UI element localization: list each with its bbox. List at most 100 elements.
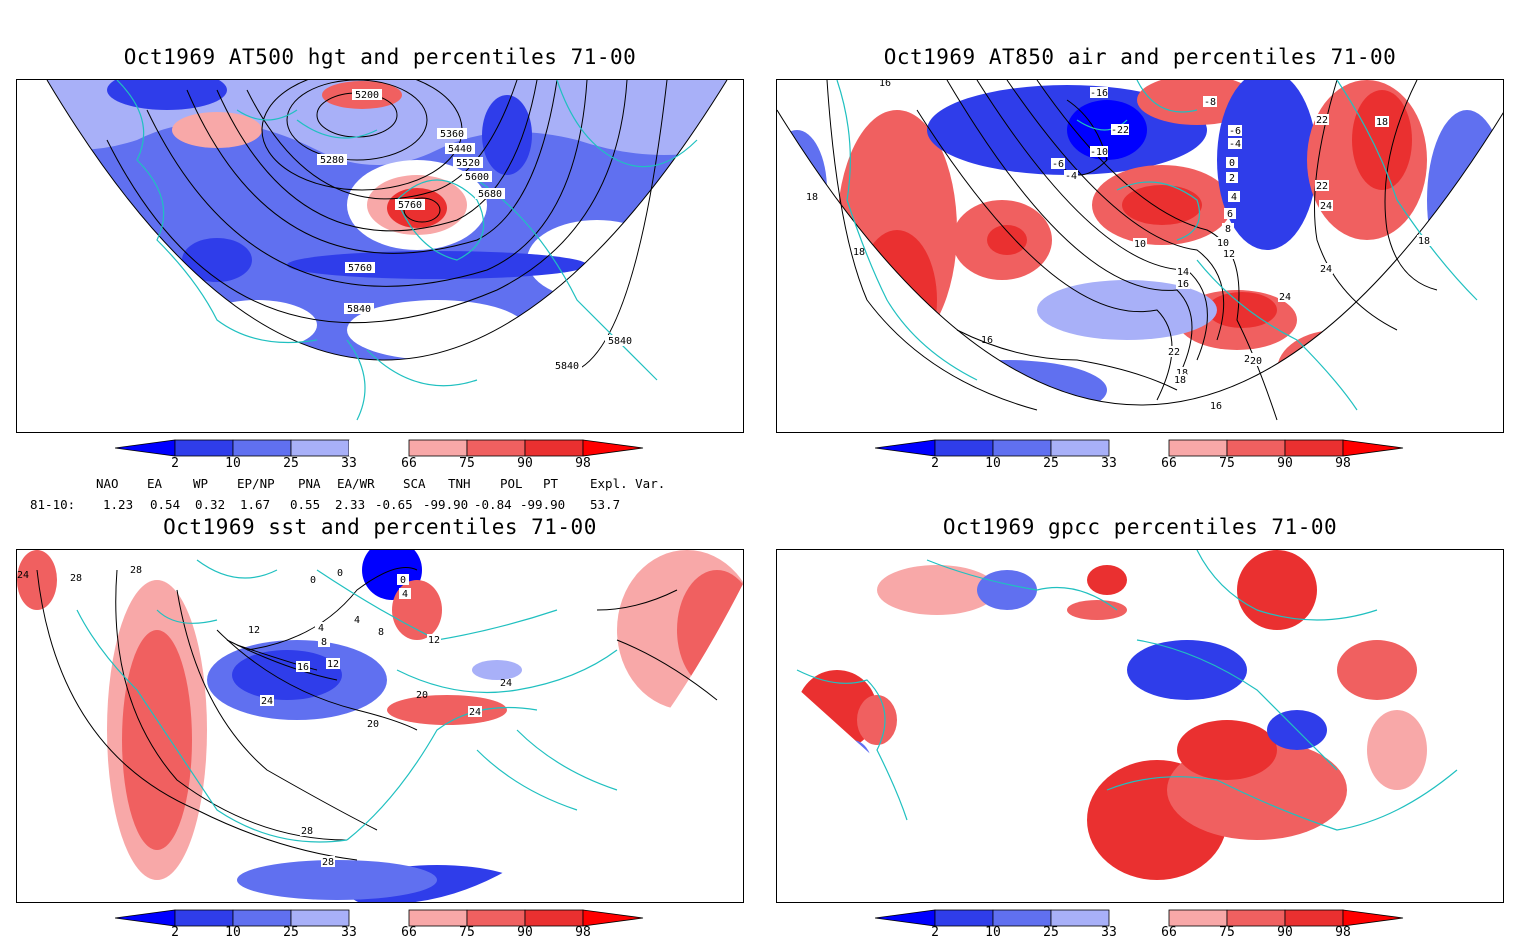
contour-label: 24 [469,707,481,718]
contour-label: 22 [1168,347,1180,358]
contour-label: 12 [428,635,440,646]
contour-label: 8 [1225,224,1231,235]
colorbar: 2 10 25 33 66 75 90 98 [115,438,645,478]
contour-label: 18 [1376,117,1388,128]
colorbar-label: 66 [401,456,417,471]
colorbar-label: 75 [1219,925,1235,940]
contour-label: 16 [1210,401,1222,412]
contour-label: 5680 [478,189,502,200]
colorbar-label: 2 [171,456,179,471]
contour-label: 12 [1223,249,1235,260]
contour-label: 16 [1177,279,1189,290]
colorbar-label: 98 [1335,456,1351,471]
contour-label: 20 [416,690,428,701]
map-panel-air850: 16 18 18 -6 -4 -10 -16 -22 -8 -6 -4 0 2 … [776,79,1504,433]
colorbar-label: 10 [225,456,241,471]
contour-label: 5840 [555,361,579,372]
colorbar-label: 2 [931,456,939,471]
colorbar-label: 90 [1277,456,1293,471]
contour-label: 5440 [448,144,472,155]
index-header: Expl. Var. [590,476,666,491]
contour-label: 0 [400,575,406,586]
colorbar-label: 90 [517,925,533,940]
contour-label: 18 [853,247,865,258]
colorbar-label: 98 [575,925,591,940]
colorbar-label: 33 [1101,925,1117,940]
index-value: 0.54 [150,497,181,512]
index-header: SCA [403,476,426,491]
colorbar-label: 75 [1219,456,1235,471]
contour-label: 0 [310,575,316,586]
contour-label: 0 [337,568,343,579]
panel-title: Oct1969 sst and percentiles 71-00 [163,515,597,539]
contour-label: 28 [70,573,82,584]
contour-label: 5760 [398,200,422,211]
colorbar: 2 10 25 33 66 75 90 98 [875,438,1405,478]
contour-label: 4 [354,615,360,626]
contour-label: 5760 [348,263,372,274]
panel-title: Oct1969 gpcc percentiles 71-00 [942,515,1338,539]
index-value: -99.90 [423,497,469,512]
contour-label: 6 [1227,209,1233,220]
contour-label: 5360 [440,129,464,140]
index-header: EP/NP [237,476,275,491]
contour-label: 5280 [320,155,344,166]
contour-label: 5200 [355,90,379,101]
contour-label: 22 [1316,181,1328,192]
contour-label: -4 [1065,171,1077,182]
colorbar-label: 33 [341,456,357,471]
contour-label: 24 [1320,264,1332,275]
colorbar-label: 25 [283,925,299,940]
colorbar-label: 33 [341,925,357,940]
colorbar-label: 2 [171,925,179,940]
colorbar: 2 10 25 33 66 75 90 98 [875,908,1405,940]
contour-label: 0 [1229,158,1235,169]
index-value: 53.7 [590,497,621,512]
colorbar-label: 2 [931,925,939,940]
colorbar-label: 25 [283,456,299,471]
map-panel-hgt500: 5200 5280 5360 5440 5520 5600 5680 5760 … [16,79,744,433]
index-header: NAO [96,476,119,491]
contour-label: 18 [1174,375,1186,386]
index-header: PNA [298,476,321,491]
panel-title: Oct1969 AT850 air and percentiles 71-00 [883,45,1397,69]
contour-label: 18 [1418,236,1430,247]
contour-label: 18 [806,192,818,203]
colorbar-label: 98 [575,456,591,471]
contour-label: 5520 [456,158,480,169]
contour-label: 5600 [465,172,489,183]
contour-label: 20 [1250,356,1262,367]
colorbar-label: 75 [459,456,475,471]
contour-label: 16 [297,662,309,673]
contour-label: 12 [248,625,260,636]
colorbar-label: 66 [1161,925,1177,940]
index-value: -0.65 [375,497,413,512]
colorbar-label: 66 [1161,456,1177,471]
colorbar: 2 10 25 33 66 75 90 98 [115,908,645,940]
index-row-label: 81-10: [30,497,76,512]
index-value: -99.90 [520,497,566,512]
index-value: 1.23 [103,497,134,512]
index-header: EA/WR [337,476,375,491]
contour-label: 8 [378,627,384,638]
colorbar-label: 10 [985,456,1001,471]
index-header: TNH [448,476,471,491]
contour-label: -6 [1052,159,1064,170]
index-header: PT [543,476,559,491]
contour-label: -22 [1111,125,1129,136]
index-value: -0.84 [474,497,512,512]
index-value: 0.55 [290,497,321,512]
index-value: 2.33 [335,497,366,512]
contour-label: 18 [1176,368,1188,379]
contour-label: 24 [500,678,512,689]
contour-label: 10 [1217,238,1229,249]
contour-label: 14 [1177,267,1189,278]
contour-label: 8 [321,637,327,648]
contour-label: 5840 [347,304,371,315]
contour-label: 22 [1316,115,1328,126]
contour-label: -4 [1229,139,1241,150]
contour-label: 28 [301,826,313,837]
colorbar-label: 75 [459,925,475,940]
contour-label: 10 [1134,239,1146,250]
colorbar-label: 25 [1043,456,1059,471]
